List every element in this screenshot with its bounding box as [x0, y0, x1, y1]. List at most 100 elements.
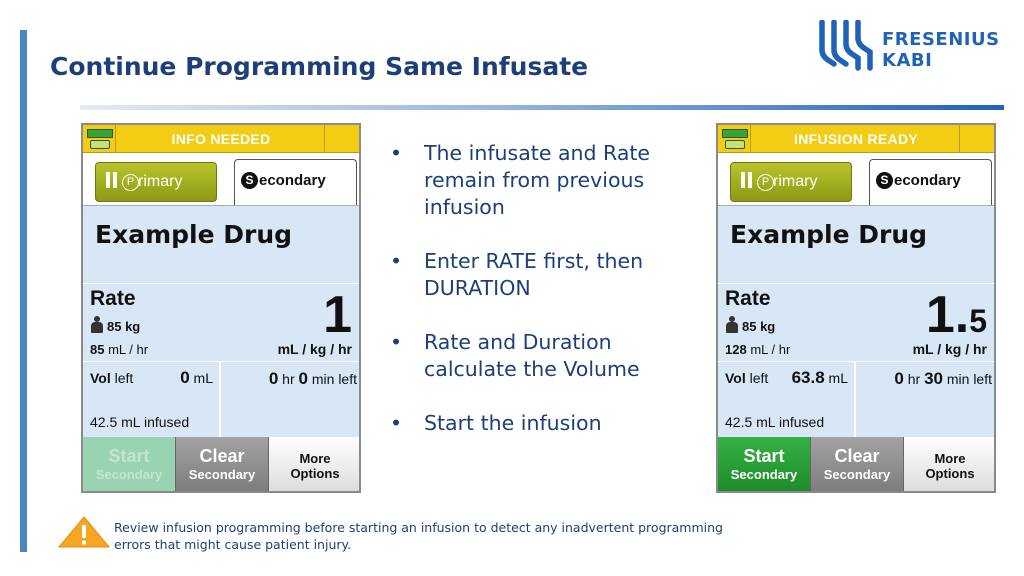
more-options-button[interactable]: More Options — [904, 437, 994, 491]
duration-field[interactable]: 0 hr 0 min left — [221, 361, 359, 437]
drug-name: Example Drug — [95, 220, 293, 249]
duration-minutes: 0 — [298, 369, 308, 388]
start-button-label: Start — [743, 446, 785, 466]
status-bar: INFO NEEDED — [83, 125, 359, 153]
flow-rate: 85 mL / hr — [90, 342, 148, 357]
volume-number: 0 — [180, 368, 190, 387]
list-item: Start the infusion — [390, 410, 690, 437]
warning-icon — [58, 516, 110, 548]
warning-text: Review infusion programming before start… — [114, 520, 723, 552]
duration-hours: 0 — [268, 369, 279, 388]
list-item: Enter RATE first, then DURATION — [390, 248, 690, 302]
rate-value-whole: 1. — [925, 286, 970, 344]
volume-infused: 42.5 mL infused — [725, 414, 825, 430]
pause-icon — [106, 172, 119, 188]
start-button-sublabel: Secondary — [730, 467, 798, 482]
tab-secondary-label: econdary — [259, 172, 326, 189]
duration-hours: 0 — [894, 369, 904, 388]
clear-button-sublabel: Secondary — [823, 467, 891, 482]
start-button-label: Start — [108, 446, 150, 466]
status-bar: INFUSION READY — [718, 125, 994, 153]
start-button-sublabel: Secondary — [95, 467, 163, 482]
battery-icon — [87, 128, 113, 150]
secondary-letter-icon: S — [876, 172, 893, 189]
secondary-letter-icon: S — [241, 172, 258, 189]
weight-value: 85 kg — [107, 319, 141, 334]
volume-label-left: left — [749, 370, 769, 386]
weight-value: 85 kg — [742, 319, 776, 334]
volume-label-bold: Vol — [90, 370, 111, 386]
clear-button-label: Clear — [199, 446, 245, 466]
instruction-list: The infusate and Rate remain from previo… — [390, 140, 690, 464]
duration-field[interactable]: 0 hr 30 min left — [856, 361, 994, 437]
pause-icon — [741, 172, 754, 188]
patient-weight: 85 kg — [725, 316, 775, 334]
battery-icon — [722, 128, 748, 150]
volume-label: Vol left — [90, 370, 133, 386]
duration-value: 0 hr 0 min left — [269, 369, 357, 389]
left-accent-bar — [20, 30, 27, 552]
flow-rate-value: 85 — [90, 342, 105, 357]
duration-hours-unit: hr — [907, 371, 921, 387]
clear-secondary-button[interactable]: Clear Secondary — [811, 437, 904, 491]
rate-label: Rate — [90, 287, 136, 310]
more-button-label: More — [934, 451, 966, 466]
volume-value: 0 mL — [180, 368, 213, 388]
button-row: Start Secondary Clear Secondary More Opt… — [83, 437, 359, 491]
drug-panel[interactable]: Example Drug — [718, 205, 994, 283]
start-secondary-button[interactable]: Start Secondary — [83, 437, 176, 491]
more-button-sublabel: Options — [925, 466, 975, 481]
rate-unit: mL / kg / hr — [912, 341, 987, 357]
volume-field[interactable]: Vol left 63.8 mL 42.5 mL infused — [718, 361, 856, 437]
flow-rate-unit: mL / hr — [750, 342, 791, 357]
rate-field[interactable]: Rate 85 kg 85 mL / hr 1 mL / kg / hr — [83, 283, 359, 361]
tab-primary-label: rimary — [138, 173, 183, 190]
rate-field[interactable]: Rate 85 kg 128 mL / hr 1.5 mL / kg / hr — [718, 283, 994, 361]
flow-rate-unit: mL / hr — [108, 342, 149, 357]
rate-value: 1.5 — [926, 286, 987, 350]
rate-label: Rate — [725, 287, 771, 310]
slide-title: Continue Programming Same Infusate — [50, 52, 589, 81]
volume-unit: mL — [828, 370, 848, 386]
duration-minutes-unit: min left — [311, 371, 357, 387]
primary-letter-icon: P — [122, 174, 139, 191]
person-icon — [90, 316, 104, 333]
rate-unit: mL / kg / hr — [277, 341, 352, 357]
volume-label-left: left — [114, 370, 134, 386]
rate-value-whole: 1 — [323, 286, 352, 344]
tab-primary-label: rimary — [773, 173, 818, 190]
volume-field[interactable]: Vol left 0 mL 42.5 mL infused — [83, 361, 221, 437]
rate-value: 1 — [323, 286, 352, 350]
more-button-sublabel: Options — [290, 466, 340, 481]
person-icon — [725, 316, 739, 333]
fresenius-kabi-logo: FRESENIUS KABI — [816, 19, 1006, 72]
drug-name: Example Drug — [730, 220, 928, 249]
more-options-button[interactable]: More Options — [269, 437, 359, 491]
rate-value-decimal: 5 — [969, 303, 987, 339]
volume-label: Vol left — [725, 370, 768, 386]
clear-secondary-button[interactable]: Clear Secondary — [176, 437, 269, 491]
drug-panel[interactable]: Example Drug — [83, 205, 359, 283]
flow-rate: 128 mL / hr — [725, 342, 790, 357]
status-text: INFO NEEDED — [171, 131, 271, 147]
primary-letter-icon: P — [757, 174, 774, 191]
duration-value: 0 hr 30 min left — [894, 369, 992, 389]
volume-number: 63.8 — [791, 368, 825, 387]
more-button-label: More — [299, 451, 331, 466]
clear-button-sublabel: Secondary — [188, 467, 256, 482]
volume-value: 63.8 mL — [792, 368, 848, 388]
start-secondary-button[interactable]: Start Secondary — [718, 437, 811, 491]
duration-minutes-unit: min left — [946, 371, 992, 387]
tab-secondary-label: econdary — [894, 172, 961, 189]
duration-hours-unit: hr — [282, 371, 295, 387]
logo-text-line1: FRESENIUS — [882, 29, 1000, 50]
patient-weight: 85 kg — [90, 316, 140, 334]
